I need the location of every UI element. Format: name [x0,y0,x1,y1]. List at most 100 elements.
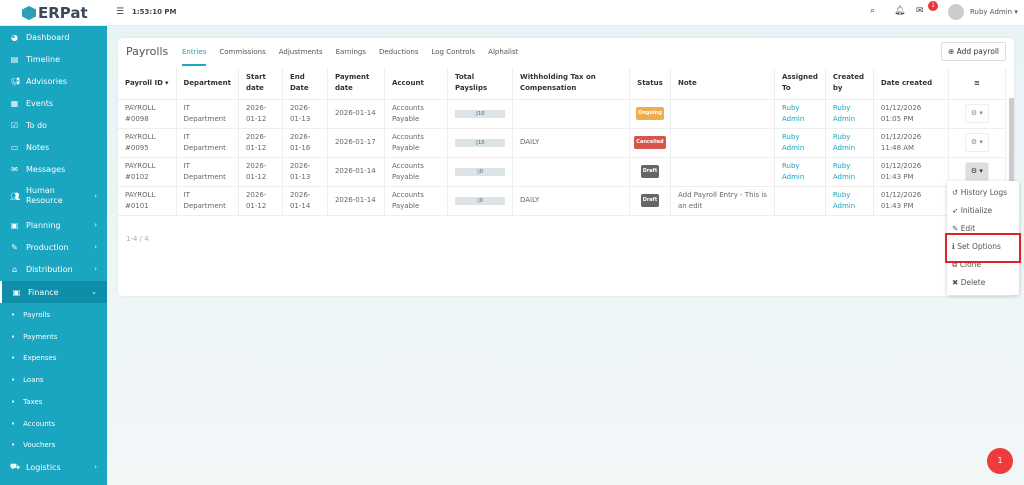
actions-button[interactable]: ⚙ ▾ [964,133,989,152]
column-menu-icon[interactable]: ≡ [948,68,1007,100]
column-header[interactable]: Start date [238,68,283,100]
sidebar-sub-loans[interactable]: Loans [11,376,43,384]
search-icon[interactable]: ⌕ [870,6,876,16]
sidebar-sub-payrolls[interactable]: Payrolls [11,311,50,319]
user-menu[interactable]: Ruby Admin ▾ [970,8,1018,16]
clock: 1:53:10 PM [132,8,177,16]
cell-created: Ruby Admin [825,186,874,216]
column-header[interactable]: Total Payslips [447,68,513,100]
sidebar-sub-expenses[interactable]: Expenses [11,354,56,362]
planning-icon: ▣ [10,220,19,230]
cell-assigned [774,186,826,216]
cell-start: 2026-01-12 [238,128,283,158]
sidebar-item-planning[interactable]: ▣ Planning › [10,220,97,230]
sidebar-item-human-resource[interactable]: 👥︎ Human Resource › [10,186,97,205]
sidebar-sub-payments[interactable]: Payments [11,333,57,341]
sidebar-item-advisories[interactable]: 📢︎ Advisories [10,76,68,86]
column-header[interactable]: Status [629,68,671,100]
tab-log-controls[interactable]: Log Controls [431,48,476,56]
cell-end: 2026-01-16 [282,128,328,158]
pagination-count: 1-4 / 4 [126,235,149,243]
avatar[interactable] [948,4,964,20]
cell-payslips: ▯0 [447,157,513,187]
truck-icon: ⛟ [10,462,21,471]
sidebar-item-notes[interactable]: ▭ Notes [10,142,50,152]
cell-status: Draft [629,157,671,187]
menu-item-clone[interactable]: ⧉ Clone [952,260,982,269]
sidebar-item-distribution[interactable]: ⌂ Distribution › [11,264,97,274]
cell-payment: 2026-01-14 [327,157,385,187]
file-icon: ▯ [475,111,479,117]
sidebar-item-finance[interactable]: ▣ Finance ⌄ [0,281,107,303]
tab-commissions[interactable]: Commissions [219,48,266,56]
column-header[interactable]: Account [384,68,448,100]
sidebar-item-logistics[interactable]: ⛟ Logistics › [10,462,97,472]
menu-item-set-options[interactable]: ℹ Set Options [952,242,1001,251]
gears-icon: ⚙ [970,167,978,175]
cell-account: Accounts Payable [384,99,448,129]
cell-note: Add Payroll Entry - This is an edit [670,186,775,216]
column-header[interactable]: Assigned To [774,68,826,100]
megaphone-icon: 📢︎ [10,76,21,86]
column-header[interactable]: Date created [873,68,949,100]
actions-button[interactable]: ⚙ ▾ [964,104,989,123]
payslips-badge[interactable]: ▯10 [454,110,505,118]
cell-note [670,99,775,129]
dashboard-icon: ◕ [11,32,18,42]
add-payroll-button[interactable]: ⊕ Add payroll [940,42,1006,61]
cell-created: Ruby Admin [825,128,874,158]
sidebar-item-to-do[interactable]: ☑ To do [10,120,47,130]
sidebar-item-production[interactable]: ✎ Production › [11,242,97,252]
tab-adjustments[interactable]: Adjustments [278,48,323,56]
history-icon: ↺ [952,188,959,197]
chevron-icon: › [94,243,97,251]
cell-payslips: ▯10 [447,99,513,129]
payslips-badge[interactable]: ▯0 [454,168,505,176]
tab-earnings[interactable]: Earnings [335,48,366,56]
column-header[interactable]: Created by [825,68,874,100]
column-header[interactable]: Payroll ID ▾ [118,68,177,100]
sidebar-item-messages[interactable]: ✉ Messages [11,164,66,174]
bell-icon[interactable]: 🔔︎ [894,6,906,16]
menu-item-initialize[interactable]: ➶ Initialize [952,206,993,215]
menu-item-edit[interactable]: ✎ Edit [952,224,976,233]
cell-date: 01/12/2026 01:05 PM [873,99,949,129]
tab-alphalist[interactable]: Alphalist [488,48,519,56]
checkbox-icon: ☑ [10,120,19,130]
notification-fab[interactable]: 1 [987,448,1013,474]
mail-icon[interactable]: ✉ [916,6,924,16]
sidebar-sub-accounts[interactable]: Accounts [11,420,55,428]
production-icon: ✎ [11,242,18,252]
sidebar-item-timeline[interactable]: ▤ Timeline [10,54,61,64]
tab-deductions[interactable]: Deductions [378,48,419,56]
payslips-badge[interactable]: ▯0 [454,197,505,205]
cell-note [670,157,775,187]
menu-item-history-logs[interactable]: ↺ History Logs [952,188,1008,197]
cell-status: Draft [629,186,671,216]
highlight-box [945,233,1021,263]
tab-entries[interactable]: Entries [182,48,207,66]
actions-button[interactable]: ⚙ ▾ [964,162,989,181]
column-header[interactable]: Department [176,68,239,100]
sidebar-sub-vouchers[interactable]: Vouchers [11,441,55,449]
table-row: PAYROLL #0095 IT Department 2026-01-12 2026… [118,128,1007,158]
menu-toggle-icon[interactable]: ☰ [116,7,125,17]
cell-payslips: ▯0 [447,186,513,216]
logo[interactable]: ERPat [22,4,88,22]
cell-payment: 2026-01-14 [327,186,385,216]
payslips-badge[interactable]: ▯10 [454,139,505,147]
cell-date: 01/12/2026 01:43 PM [873,186,949,216]
status-badge: Cancelled [634,136,666,149]
sidebar-item-events[interactable]: ▦ Events [10,98,54,108]
cell-status: Ongoing [629,99,671,129]
sort-icon: ▾ [164,78,169,87]
sidebar-sub-taxes[interactable]: Taxes [11,398,42,406]
payrolls-card: Payrolls Entries Commissions Adjustments Ea… [118,38,1014,296]
column-header[interactable]: Note [670,68,775,100]
column-header[interactable]: Withholding Tax on Compensation [512,68,630,100]
gears-icon: ⚙ [970,109,978,117]
menu-item-delete[interactable]: ✖ Delete [952,278,986,287]
sidebar-item-dashboard[interactable]: ◕ Dashboard [11,32,70,42]
column-header[interactable]: End Date [282,68,328,100]
column-header[interactable]: Payment date [327,68,385,100]
